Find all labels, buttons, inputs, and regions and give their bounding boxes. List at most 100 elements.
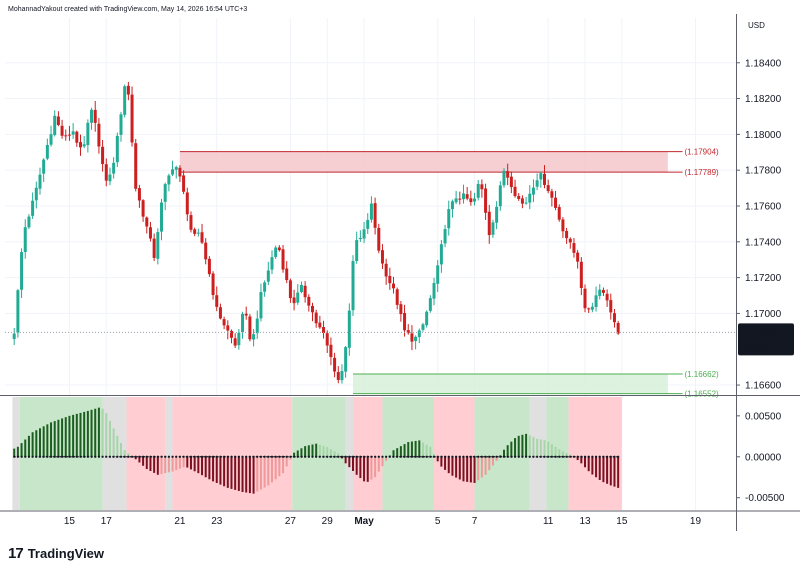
- candle-body[interactable]: [616, 323, 620, 334]
- candle-body[interactable]: [572, 243, 576, 253]
- candle-body[interactable]: [252, 334, 256, 340]
- candle-body[interactable]: [115, 135, 119, 163]
- candle-body[interactable]: [310, 305, 314, 313]
- candle-body[interactable]: [314, 312, 318, 324]
- candle-body[interactable]: [557, 207, 561, 220]
- candle-body[interactable]: [16, 290, 20, 333]
- candle-body[interactable]: [358, 237, 362, 240]
- candle-body[interactable]: [141, 200, 145, 217]
- candle-body[interactable]: [207, 258, 211, 275]
- candle-body[interactable]: [403, 313, 407, 331]
- candle-body[interactable]: [145, 217, 149, 227]
- candle-body[interactable]: [222, 319, 226, 326]
- candle-body[interactable]: [281, 249, 285, 270]
- candle-body[interactable]: [543, 173, 547, 185]
- candle-body[interactable]: [31, 200, 35, 216]
- candle-body[interactable]: [528, 193, 532, 203]
- candle-body[interactable]: [49, 134, 53, 145]
- candle-body[interactable]: [340, 371, 344, 381]
- candle-body[interactable]: [171, 169, 175, 175]
- candle-body[interactable]: [406, 330, 410, 334]
- candle-body[interactable]: [554, 197, 558, 208]
- candle-body[interactable]: [565, 231, 569, 239]
- candle-body[interactable]: [539, 173, 543, 180]
- candle-body[interactable]: [160, 202, 164, 232]
- candle-body[interactable]: [56, 116, 60, 125]
- candle-body[interactable]: [388, 275, 392, 284]
- candle-body[interactable]: [336, 371, 340, 380]
- candle-body[interactable]: [484, 188, 488, 213]
- candle-body[interactable]: [369, 203, 373, 220]
- candle-body[interactable]: [576, 252, 580, 262]
- candle-body[interactable]: [277, 247, 281, 251]
- candle-body[interactable]: [20, 252, 24, 290]
- candle-body[interactable]: [447, 209, 451, 229]
- candle-body[interactable]: [299, 284, 303, 293]
- candle-body[interactable]: [344, 347, 348, 372]
- candle-body[interactable]: [366, 219, 370, 229]
- candle-body[interactable]: [450, 201, 454, 210]
- candle-body[interactable]: [237, 332, 241, 346]
- candle-body[interactable]: [392, 283, 396, 289]
- oscillator-axis[interactable]: 0.00500 0.00000 -0.00500: [736, 411, 785, 504]
- candle-body[interactable]: [60, 125, 64, 136]
- candle-body[interactable]: [498, 185, 502, 207]
- candle-body[interactable]: [259, 292, 263, 319]
- candle-body[interactable]: [509, 176, 513, 188]
- candle-body[interactable]: [469, 198, 473, 203]
- candle-body[interactable]: [579, 261, 583, 288]
- candle-body[interactable]: [384, 263, 388, 277]
- candle-body[interactable]: [417, 330, 421, 338]
- candle-body[interactable]: [163, 184, 167, 202]
- candle-body[interactable]: [587, 308, 591, 310]
- candle-body[interactable]: [123, 86, 127, 115]
- candle-body[interactable]: [67, 134, 71, 136]
- candle-body[interactable]: [465, 194, 469, 199]
- candle-body[interactable]: [373, 203, 377, 228]
- candle-body[interactable]: [454, 198, 458, 203]
- candle-body[interactable]: [461, 193, 465, 200]
- candle-body[interactable]: [229, 330, 233, 338]
- candle-body[interactable]: [23, 227, 27, 253]
- candle-body[interactable]: [97, 123, 101, 147]
- candle-body[interactable]: [215, 295, 219, 307]
- candle-body[interactable]: [167, 175, 171, 185]
- candle-body[interactable]: [333, 357, 337, 372]
- candle-body[interactable]: [351, 261, 355, 311]
- time-axis[interactable]: 15 17 21 23 27 29 May 5 7 11 13 15 19: [64, 516, 702, 527]
- candle-body[interactable]: [270, 257, 274, 270]
- candle-body[interactable]: [598, 289, 602, 296]
- candle-body[interactable]: [174, 167, 178, 170]
- candle-body[interactable]: [86, 122, 90, 146]
- candle-body[interactable]: [318, 322, 322, 328]
- candle-body[interactable]: [45, 144, 49, 159]
- candle-body[interactable]: [476, 184, 480, 198]
- candle-body[interactable]: [134, 143, 138, 189]
- candle-body[interactable]: [524, 202, 528, 204]
- candle-body[interactable]: [204, 242, 208, 260]
- candle-body[interactable]: [182, 175, 186, 192]
- candle-body[interactable]: [119, 114, 123, 135]
- candle-body[interactable]: [590, 306, 594, 310]
- candle-body[interactable]: [399, 304, 403, 315]
- candle-body[interactable]: [502, 170, 506, 186]
- candle-body[interactable]: [274, 247, 278, 257]
- candle-body[interactable]: [193, 229, 197, 234]
- candle-body[interactable]: [506, 171, 510, 178]
- candle-body[interactable]: [362, 229, 366, 239]
- candle-body[interactable]: [428, 298, 432, 311]
- candle-body[interactable]: [568, 238, 572, 243]
- candle-body[interactable]: [248, 316, 252, 340]
- candle-body[interactable]: [34, 187, 38, 201]
- candle-body[interactable]: [241, 313, 245, 333]
- candle-body[interactable]: [104, 164, 108, 181]
- candle-body[interactable]: [42, 159, 46, 174]
- candle-body[interactable]: [233, 338, 237, 346]
- candle-body[interactable]: [292, 297, 296, 304]
- candle-body[interactable]: [583, 288, 587, 309]
- candle-body[interactable]: [152, 238, 156, 258]
- price-axis[interactable]: USD 1.18400 1.18200 1.18000 1.17800 1.17600 1.…: [736, 21, 794, 392]
- candle-body[interactable]: [53, 115, 57, 136]
- candle-body[interactable]: [491, 222, 495, 235]
- last-price-tag[interactable]: [738, 323, 794, 356]
